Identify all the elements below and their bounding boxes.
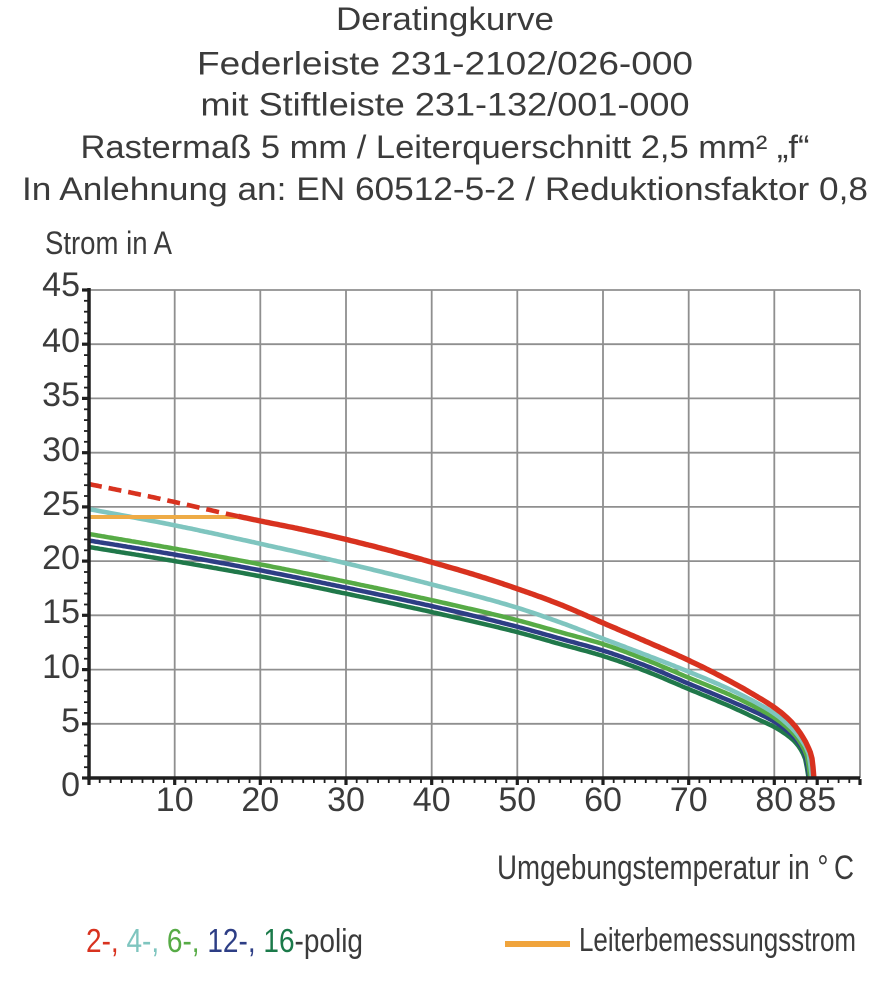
svg-text:Deratingkurve: Deratingkurve bbox=[336, 1, 554, 37]
svg-text:mit Stiftleiste 231-132/001-00: mit Stiftleiste 231-132/001-000 bbox=[201, 87, 690, 123]
svg-text:45: 45 bbox=[42, 266, 80, 304]
svg-text:30: 30 bbox=[42, 431, 80, 469]
svg-text:10: 10 bbox=[42, 648, 80, 686]
svg-text:80: 80 bbox=[755, 781, 793, 819]
svg-text:0: 0 bbox=[61, 766, 80, 804]
svg-text:40: 40 bbox=[42, 322, 80, 360]
svg-text:60: 60 bbox=[584, 781, 622, 819]
svg-text:15: 15 bbox=[42, 593, 80, 631]
svg-text:25: 25 bbox=[42, 485, 80, 523]
svg-text:Umgebungstemperatur in ° C: Umgebungstemperatur in ° C bbox=[497, 849, 854, 887]
svg-text:Federleiste 231-2102/026-000: Federleiste 231-2102/026-000 bbox=[197, 46, 693, 82]
svg-text:2-, 4-, 6-, 12-, 16-polig: 2-, 4-, 6-, 12-, 16-polig bbox=[86, 922, 363, 959]
svg-text:Rastermaß 5 mm / Leiterquersch: Rastermaß 5 mm / Leiterquerschnitt 2,5 m… bbox=[81, 129, 810, 165]
svg-text:30: 30 bbox=[327, 781, 365, 819]
svg-text:In Anlehnung an: EN 60512-5-2: In Anlehnung an: EN 60512-5-2 / Reduktio… bbox=[22, 171, 868, 207]
svg-text:Leiterbemessungsstrom: Leiterbemessungsstrom bbox=[579, 921, 856, 958]
svg-text:70: 70 bbox=[670, 781, 708, 819]
svg-text:Strom in A: Strom in A bbox=[45, 225, 173, 261]
svg-text:40: 40 bbox=[413, 781, 451, 819]
svg-text:10: 10 bbox=[156, 781, 194, 819]
svg-text:20: 20 bbox=[42, 539, 80, 577]
svg-text:85: 85 bbox=[798, 781, 836, 819]
svg-text:50: 50 bbox=[498, 781, 536, 819]
svg-text:5: 5 bbox=[61, 702, 80, 740]
svg-text:20: 20 bbox=[241, 781, 279, 819]
svg-text:35: 35 bbox=[42, 376, 80, 414]
